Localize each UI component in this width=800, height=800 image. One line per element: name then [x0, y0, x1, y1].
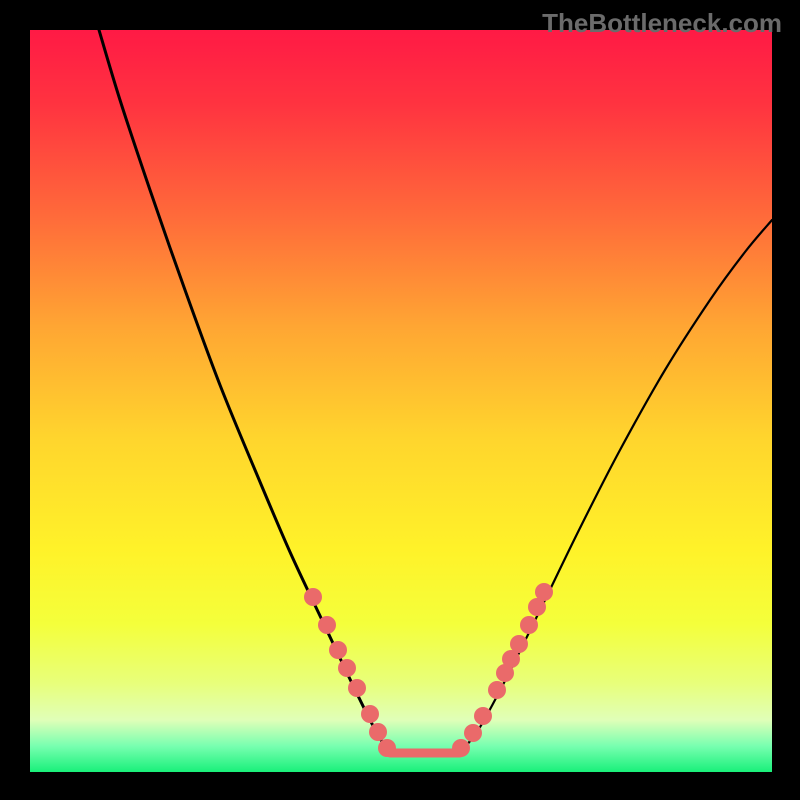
data-marker: [510, 635, 528, 653]
data-marker: [488, 681, 506, 699]
data-marker: [464, 724, 482, 742]
chart-gradient-background: [30, 30, 772, 772]
data-marker: [378, 739, 396, 757]
data-marker: [369, 723, 387, 741]
data-marker: [329, 641, 347, 659]
data-marker: [535, 583, 553, 601]
data-marker: [338, 659, 356, 677]
data-marker: [474, 707, 492, 725]
data-marker: [452, 739, 470, 757]
data-marker: [348, 679, 366, 697]
data-marker: [520, 616, 538, 634]
watermark-text: TheBottleneck.com: [542, 8, 782, 39]
data-marker: [318, 616, 336, 634]
data-marker: [361, 705, 379, 723]
data-marker: [304, 588, 322, 606]
